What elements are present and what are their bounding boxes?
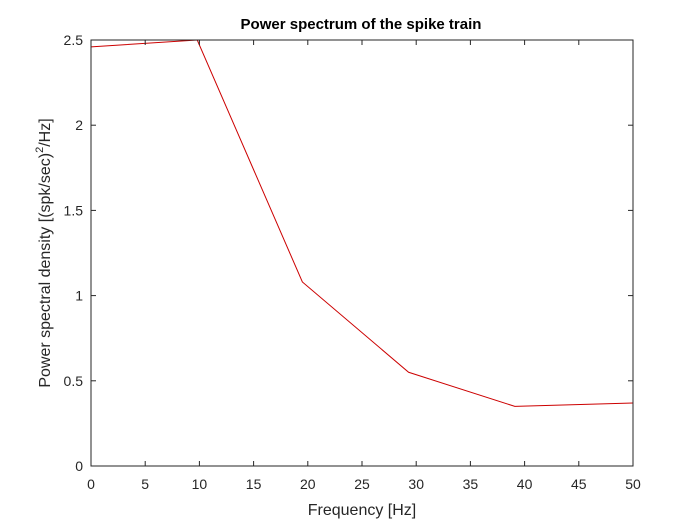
x-tick-label: 20 (300, 476, 316, 492)
y-tick-label: 2.5 (64, 32, 84, 48)
y-tick-label: 1.5 (64, 202, 84, 218)
x-axis-label: Frequency [Hz] (308, 502, 416, 519)
y-tick-label: 1 (75, 288, 83, 304)
x-tick-label: 10 (192, 476, 208, 492)
y-axis-label-tail: /Hz] (37, 118, 54, 146)
series-line-0 (90, 39, 634, 407)
x-tick-label: 15 (246, 476, 262, 492)
x-tick-label: 0 (87, 476, 95, 492)
y-tick-label: 0 (75, 458, 83, 474)
x-tick-label: 35 (463, 476, 479, 492)
y-axis-label-main: Power spectral density [(spk/sec) (37, 153, 54, 388)
x-tick-label: 50 (625, 476, 641, 492)
y-axis-ticks: 0 0.5 1 1.5 2 2.5 (64, 32, 633, 474)
y-axis-label: Power spectral density [(spk/sec)2/Hz] (34, 118, 54, 387)
x-tick-label: 30 (408, 476, 424, 492)
chart-title: Power spectrum of the spike train (241, 16, 482, 33)
x-tick-label: 5 (141, 476, 149, 492)
y-tick-label: 0.5 (64, 373, 84, 389)
x-tick-label: 40 (517, 476, 533, 492)
x-tick-label: 45 (571, 476, 587, 492)
x-tick-label: 25 (354, 476, 370, 492)
y-tick-label: 2 (75, 117, 83, 133)
x-axis-ticks: 0 5 10 15 20 25 30 35 40 45 50 (87, 40, 641, 492)
y-axis-label-superscript: 2 (34, 147, 46, 153)
